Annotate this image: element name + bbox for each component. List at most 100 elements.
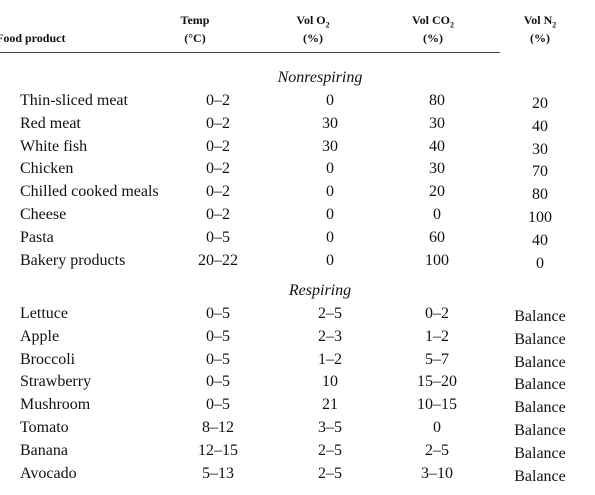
row-label: Thin-sliced meat [20, 92, 128, 109]
cell: 0–2 [206, 137, 230, 155]
cell: 10 [322, 373, 338, 391]
cell: Balance [514, 399, 566, 417]
cell: 30 [532, 140, 548, 158]
cell: 0 [433, 419, 441, 436]
cell: 0 [433, 206, 441, 223]
header-unit: (°C) [184, 31, 206, 45]
cell: 30 [429, 160, 445, 178]
cell: 12–15 [198, 441, 238, 459]
header-rule [0, 52, 500, 53]
cell: 0–5 [206, 327, 230, 345]
section-title: Nonrespiring [277, 69, 363, 86]
row-label: Lettuce [20, 305, 68, 322]
cell: 0 [326, 251, 334, 269]
row-label: Red meat [20, 114, 81, 132]
section-title: Respiring [288, 282, 352, 299]
cell: 0 [326, 206, 334, 223]
row-label: Pasta [20, 228, 54, 246]
row-label: Tomato [20, 419, 69, 436]
header-subscript: 2 [449, 20, 454, 30]
cell: 40 [532, 231, 548, 249]
cell: 80 [532, 186, 548, 204]
cell: 0 [326, 160, 334, 178]
header-cell: Vol CO2 [412, 14, 454, 29]
cell: 2–3 [318, 327, 342, 345]
row-label: Banana [20, 441, 68, 459]
header-label: Temp [180, 13, 210, 27]
row-label: White fish [20, 137, 88, 155]
cell: Balance [514, 422, 566, 439]
cell: 1–2 [318, 350, 342, 368]
header-cell: Temp [181, 14, 210, 26]
cell: 0 [326, 92, 334, 109]
cell: 5–7 [425, 350, 449, 368]
cell: 15–20 [417, 373, 457, 391]
cell: 40 [429, 137, 445, 155]
cell: 80 [429, 92, 445, 109]
header-subscript: 2 [552, 20, 557, 30]
cell: Balance [514, 467, 566, 485]
cell: 5–13 [202, 464, 234, 482]
cell: 1–2 [425, 327, 449, 345]
cell: 0–5 [206, 396, 230, 414]
cell: 2–5 [318, 305, 342, 322]
cell: 0–5 [206, 373, 230, 391]
cell: Balance [514, 353, 566, 371]
row-label: Mushroom [20, 396, 91, 414]
cell: Balance [514, 308, 566, 325]
header-label: Vol CO [412, 13, 450, 27]
row-label: Bakery products [20, 251, 126, 269]
row-label: Chicken [20, 160, 74, 178]
cell: 100 [425, 251, 449, 269]
row-label: Chilled cooked meals [20, 183, 159, 201]
cell: Balance [514, 330, 566, 348]
header-unit: (%) [530, 31, 550, 45]
cell: Balance [514, 444, 566, 462]
cell: 40 [532, 117, 548, 135]
cell: 8–12 [202, 419, 234, 436]
header-unit: (%) [303, 31, 323, 45]
cell: 70 [532, 163, 548, 181]
cell: 0–2 [206, 92, 230, 109]
cell: 20 [532, 95, 548, 112]
cell: 0 [536, 254, 544, 272]
header-cell: Food product [0, 31, 66, 45]
cell: 3–10 [421, 464, 453, 482]
header-label: Vol O [296, 13, 326, 27]
cell: 2–5 [318, 441, 342, 459]
cell: 3–5 [318, 419, 342, 436]
row-label: Avocado [20, 464, 77, 482]
cell: 30 [322, 114, 338, 132]
header-cell: Vol O2 [296, 14, 329, 29]
cell: 0–2 [425, 305, 449, 322]
cell: 0–5 [206, 228, 230, 246]
cell: 100 [528, 209, 552, 226]
row-label: Strawberry [20, 373, 92, 391]
row-label: Broccoli [20, 350, 76, 368]
cell: 0–2 [206, 183, 230, 201]
cell: 0–5 [206, 305, 230, 322]
cell: 60 [429, 228, 445, 246]
cell: 0–2 [206, 206, 230, 223]
row-label: Cheese [20, 206, 67, 223]
cell: 2–5 [425, 441, 449, 459]
cell: 21 [322, 396, 338, 414]
cell: 30 [322, 137, 338, 155]
cell: 30 [429, 114, 445, 132]
cell: 2–5 [318, 464, 342, 482]
cell: 0 [326, 183, 334, 201]
cell: 0–2 [206, 114, 230, 132]
cell: Balance [514, 376, 566, 394]
header-cell: Vol N2 [524, 14, 557, 29]
row-label: Apple [20, 327, 60, 345]
cell: 20 [429, 183, 445, 201]
cell: 0 [326, 228, 334, 246]
header-subscript: 2 [325, 20, 330, 30]
cell: 0–2 [206, 160, 230, 178]
cell: 20–22 [198, 251, 238, 269]
header-unit: (%) [423, 31, 443, 45]
cell: 10–15 [417, 396, 457, 414]
header-label: Vol N [523, 13, 553, 27]
cell: 0–5 [206, 350, 230, 368]
